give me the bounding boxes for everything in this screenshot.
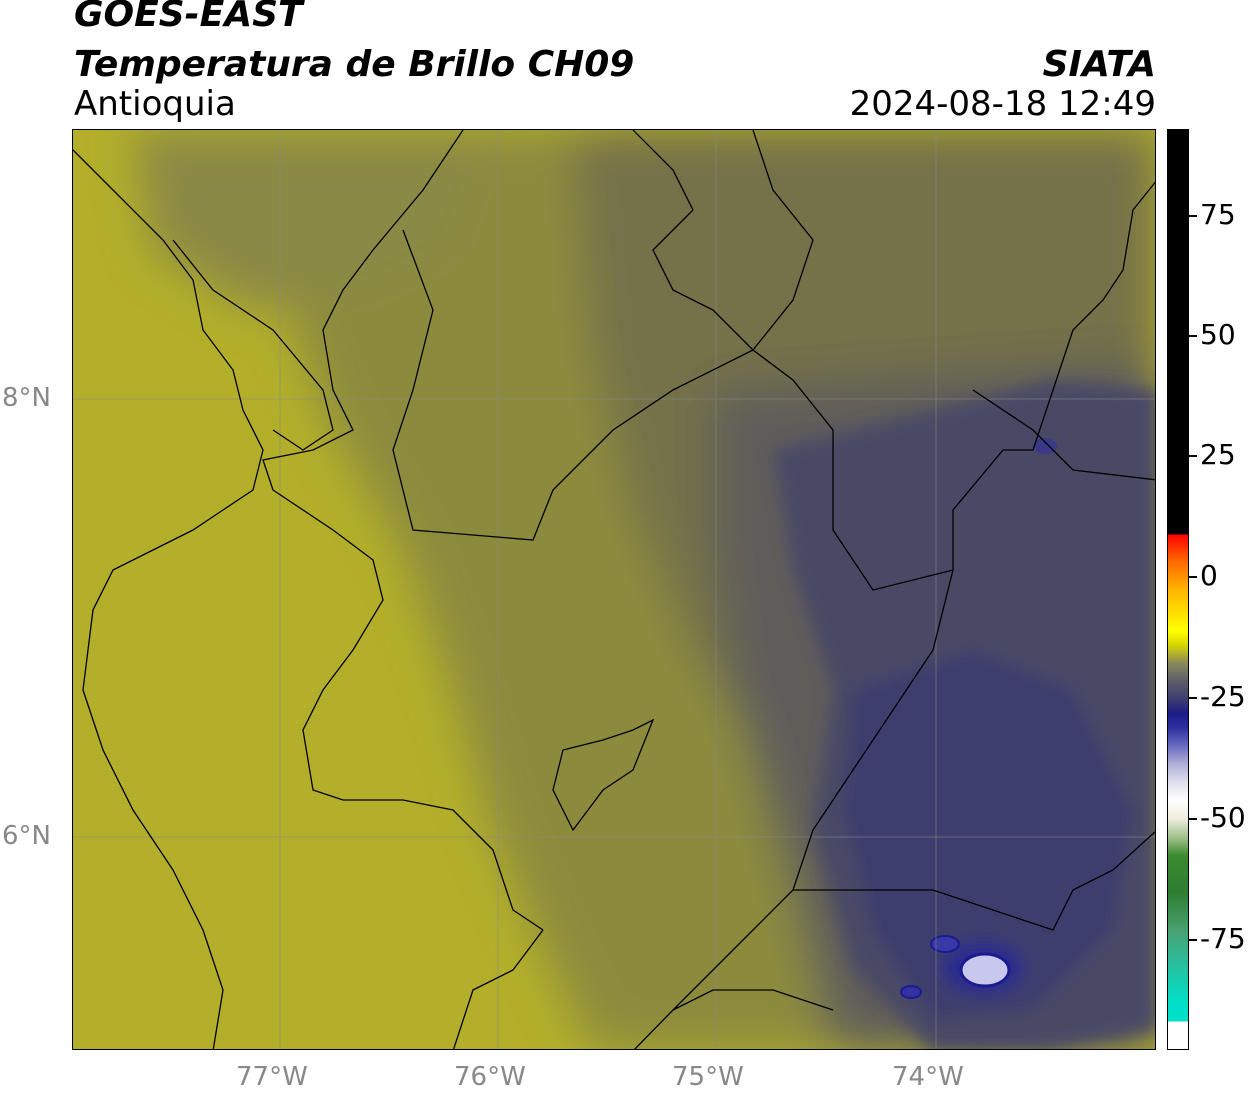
antioquia-east-border: [752, 181, 1155, 591]
cold-cell-small-2: [900, 985, 922, 999]
east-river-border: [972, 389, 1155, 481]
cold-cell-north: [1033, 438, 1057, 454]
lon-label-74w: 74°W: [892, 1062, 964, 1092]
colorbar-tick: [1189, 455, 1197, 457]
title-product: Temperatura de Brillo CH09: [74, 44, 635, 85]
cold-cloud-core: [843, 650, 1133, 1020]
caldas-border: [672, 989, 834, 1011]
medellin-area-border: [552, 718, 655, 832]
southwest-border: [452, 929, 544, 1049]
colorbar-tick: [1189, 215, 1197, 217]
colorbar-label-75: 75: [1200, 198, 1236, 231]
title-datetime: 2024-08-18 12:49: [849, 84, 1156, 124]
title-region: Antioquia: [74, 84, 236, 124]
south-border: [793, 830, 1155, 931]
antioquia-north-border: [392, 229, 754, 541]
title-organization: SIATA: [1042, 44, 1156, 85]
brightness-temperature-map: [73, 130, 1155, 1049]
colorbar-label-minus75: -75: [1200, 922, 1246, 955]
title-satellite: GOES-EAST: [74, 0, 303, 35]
atrato-border: [262, 130, 544, 931]
colorbar-tick: [1189, 576, 1197, 578]
colorbar-tick: [1189, 697, 1197, 699]
graticule: [73, 130, 1155, 1049]
map-panel: [72, 129, 1156, 1050]
administrative-borders: [73, 130, 1155, 1049]
colorbar-label-25: 25: [1200, 438, 1236, 471]
magdalena-border: [634, 569, 954, 1049]
lat-label-8n: 8°N: [2, 383, 51, 413]
olive-band-north: [133, 130, 493, 310]
lon-label-75w: 75°W: [672, 1062, 744, 1092]
colorbar-label-50: 50: [1200, 318, 1236, 351]
cold-cell-small: [930, 935, 960, 953]
department-border-north: [632, 130, 814, 351]
gulf-coast: [172, 239, 334, 451]
lon-label-77w: 77°W: [236, 1062, 308, 1092]
lat-label-6n: 6°N: [2, 821, 51, 851]
colorbar-label-0: 0: [1200, 559, 1218, 592]
colorbar-tick: [1189, 335, 1197, 337]
colorbar-tick: [1189, 818, 1197, 820]
lon-label-76w: 76°W: [454, 1062, 526, 1092]
colorbar-label-minus25: -25: [1200, 680, 1246, 713]
colorbar-tick: [1189, 939, 1197, 941]
coldest-cloud-top: [959, 952, 1011, 988]
coastline-west: [73, 149, 264, 1049]
colorbar: [1167, 129, 1189, 1050]
colorbar-label-minus50: -50: [1200, 801, 1246, 834]
